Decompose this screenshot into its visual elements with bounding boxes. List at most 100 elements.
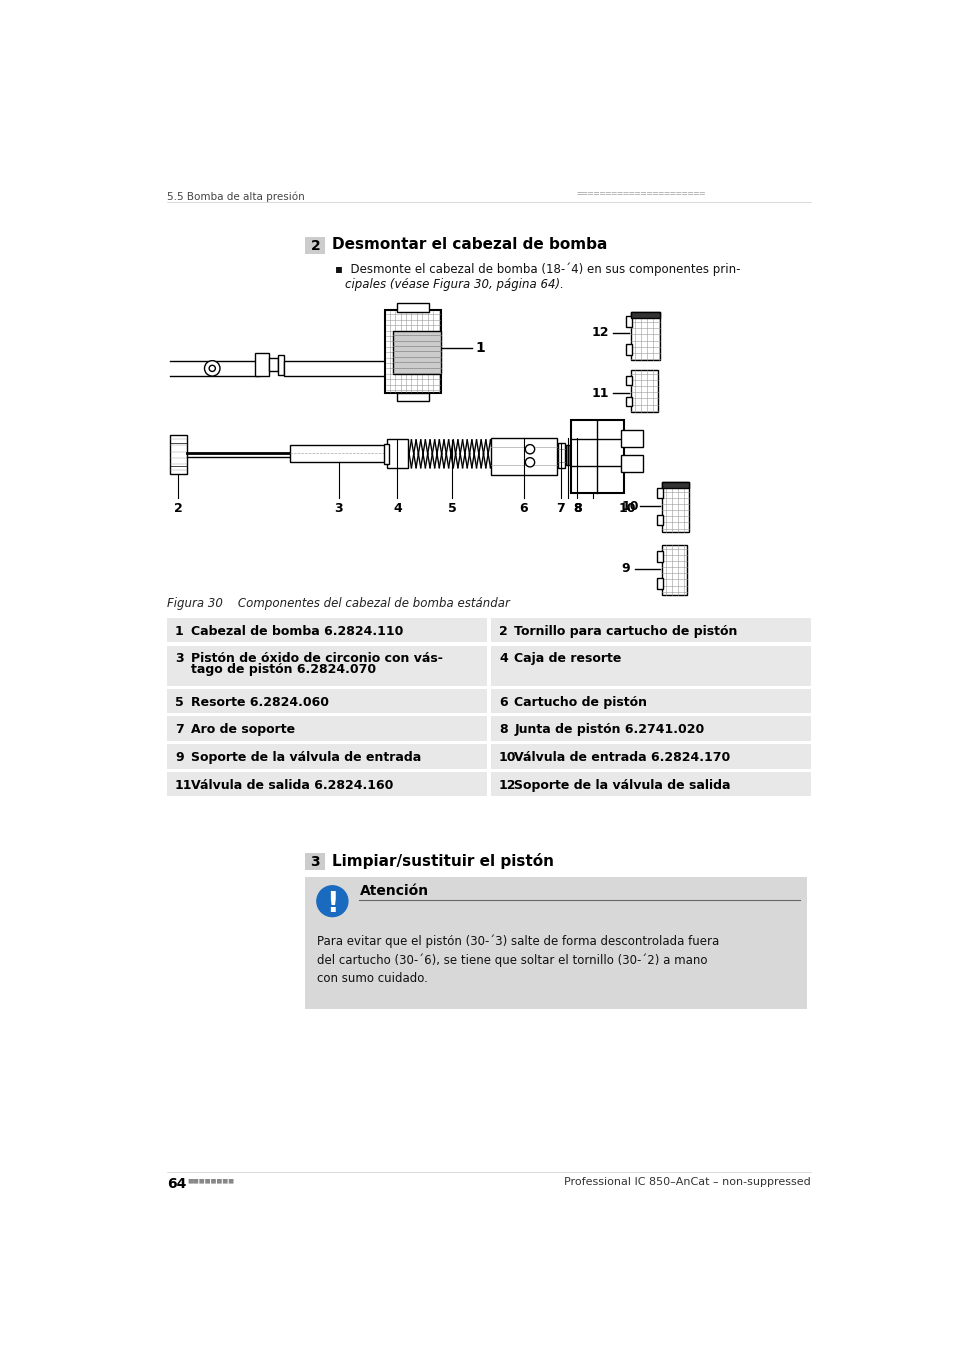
Bar <box>167 645 486 686</box>
Text: ▪  Desmonte el cabezal de bomba (18-´4) en sus componentes prin-: ▪ Desmonte el cabezal de bomba (18-´4) e… <box>335 262 740 275</box>
Text: 11: 11 <box>592 386 609 400</box>
Bar <box>630 370 658 412</box>
Text: 4: 4 <box>393 502 401 516</box>
Bar <box>630 312 659 319</box>
Text: 7: 7 <box>556 502 565 516</box>
Bar <box>170 435 187 474</box>
Bar <box>657 551 662 562</box>
Bar <box>254 352 269 377</box>
Text: 1: 1 <box>476 342 485 355</box>
Text: 5.5 Bomba de alta presión: 5.5 Bomba de alta presión <box>167 192 305 201</box>
Bar <box>661 544 686 595</box>
Circle shape <box>204 360 220 377</box>
Text: 8: 8 <box>498 724 507 736</box>
Text: 64: 64 <box>167 1177 187 1191</box>
Text: Resorte 6.2824.060: Resorte 6.2824.060 <box>191 695 328 709</box>
Text: 8: 8 <box>573 502 581 516</box>
Text: 2: 2 <box>173 502 182 516</box>
Text: Aro de soporte: Aro de soporte <box>191 724 294 736</box>
Bar <box>167 717 486 741</box>
Text: 3: 3 <box>310 855 320 869</box>
Text: Para evitar que el pistón (30-´3) salte de forma descontrolada fuera
del cartuch: Para evitar que el pistón (30-´3) salte … <box>316 934 719 984</box>
Text: Soporte de la válvula de salida: Soporte de la válvula de salida <box>514 779 730 791</box>
Bar <box>491 772 810 796</box>
Text: Atención: Atención <box>359 884 428 898</box>
Bar <box>491 437 557 475</box>
Text: 12: 12 <box>592 327 609 339</box>
Bar <box>571 420 623 493</box>
Bar <box>393 331 440 374</box>
Bar <box>305 876 806 1008</box>
Bar <box>491 717 810 741</box>
Bar <box>278 355 284 374</box>
Bar <box>491 744 810 768</box>
Circle shape <box>525 444 534 454</box>
Text: Cartucho de pistón: Cartucho de pistón <box>514 695 647 709</box>
Bar <box>290 446 386 462</box>
Text: Professional IC 850–AnCat – non-suppressed: Professional IC 850–AnCat – non-suppress… <box>563 1177 810 1187</box>
Bar <box>620 429 642 447</box>
Text: 3: 3 <box>334 502 342 516</box>
Text: 10: 10 <box>618 502 635 516</box>
Circle shape <box>209 366 215 371</box>
Bar <box>305 238 325 254</box>
Circle shape <box>316 886 348 917</box>
Bar <box>625 344 632 355</box>
Text: 12: 12 <box>498 779 516 791</box>
Text: 7: 7 <box>174 724 184 736</box>
Text: tago de pistón 6.2824.070: tago de pistón 6.2824.070 <box>191 663 375 676</box>
Text: 5: 5 <box>448 502 456 516</box>
Text: Válvula de salida 6.2824.160: Válvula de salida 6.2824.160 <box>191 779 393 791</box>
Bar <box>630 312 659 360</box>
Text: 11: 11 <box>174 779 193 791</box>
Text: Desmontar el cabezal de bomba: Desmontar el cabezal de bomba <box>332 238 606 252</box>
Bar <box>661 482 688 487</box>
Text: 6: 6 <box>519 502 528 516</box>
Text: 5: 5 <box>174 695 184 709</box>
Text: 10: 10 <box>498 751 516 764</box>
Bar <box>657 514 662 525</box>
Text: Caja de resorte: Caja de resorte <box>514 652 621 666</box>
Bar <box>167 744 486 768</box>
Text: Figura 30    Componentes del cabezal de bomba estándar: Figura 30 Componentes del cabezal de bom… <box>167 597 510 610</box>
Text: cipales (véase Figura 30, página 64).: cipales (véase Figura 30, página 64). <box>344 278 563 290</box>
Text: 4: 4 <box>498 652 507 666</box>
Text: Limpiar/sustituir el pistón: Limpiar/sustituir el pistón <box>332 853 553 869</box>
Text: !: ! <box>326 891 338 918</box>
Bar <box>558 443 564 467</box>
Bar <box>284 360 385 377</box>
Bar <box>305 853 325 871</box>
Text: Válvula de entrada 6.2824.170: Válvula de entrada 6.2824.170 <box>514 751 730 764</box>
Bar <box>167 688 486 713</box>
Text: Cabezal de bomba 6.2824.110: Cabezal de bomba 6.2824.110 <box>191 625 402 637</box>
Bar <box>491 645 810 686</box>
Text: Tornillo para cartucho de pistón: Tornillo para cartucho de pistón <box>514 625 737 637</box>
Bar <box>657 578 662 589</box>
Bar <box>167 618 486 643</box>
Text: 8: 8 <box>573 502 581 516</box>
Bar <box>384 444 389 464</box>
Bar <box>565 446 570 464</box>
Text: 3: 3 <box>174 652 184 666</box>
Text: Soporte de la válvula de entrada: Soporte de la válvula de entrada <box>191 751 420 764</box>
Circle shape <box>525 458 534 467</box>
Text: Junta de pistón 6.2741.020: Junta de pistón 6.2741.020 <box>514 724 704 736</box>
Bar <box>657 487 662 498</box>
Bar <box>661 482 688 532</box>
Bar <box>385 310 440 393</box>
Bar <box>167 772 486 796</box>
Text: 2: 2 <box>310 239 320 252</box>
Bar <box>620 455 642 471</box>
Text: 9: 9 <box>174 751 184 764</box>
Text: 6: 6 <box>498 695 507 709</box>
Bar <box>491 618 810 643</box>
Bar <box>396 393 429 401</box>
Text: 10: 10 <box>620 500 639 513</box>
Text: ■■■■■■■■: ■■■■■■■■ <box>187 1179 234 1184</box>
Bar <box>386 439 408 468</box>
Bar <box>625 316 632 327</box>
Text: 9: 9 <box>620 562 629 575</box>
Bar <box>491 688 810 713</box>
Text: 2: 2 <box>498 625 507 637</box>
Bar <box>396 302 429 312</box>
